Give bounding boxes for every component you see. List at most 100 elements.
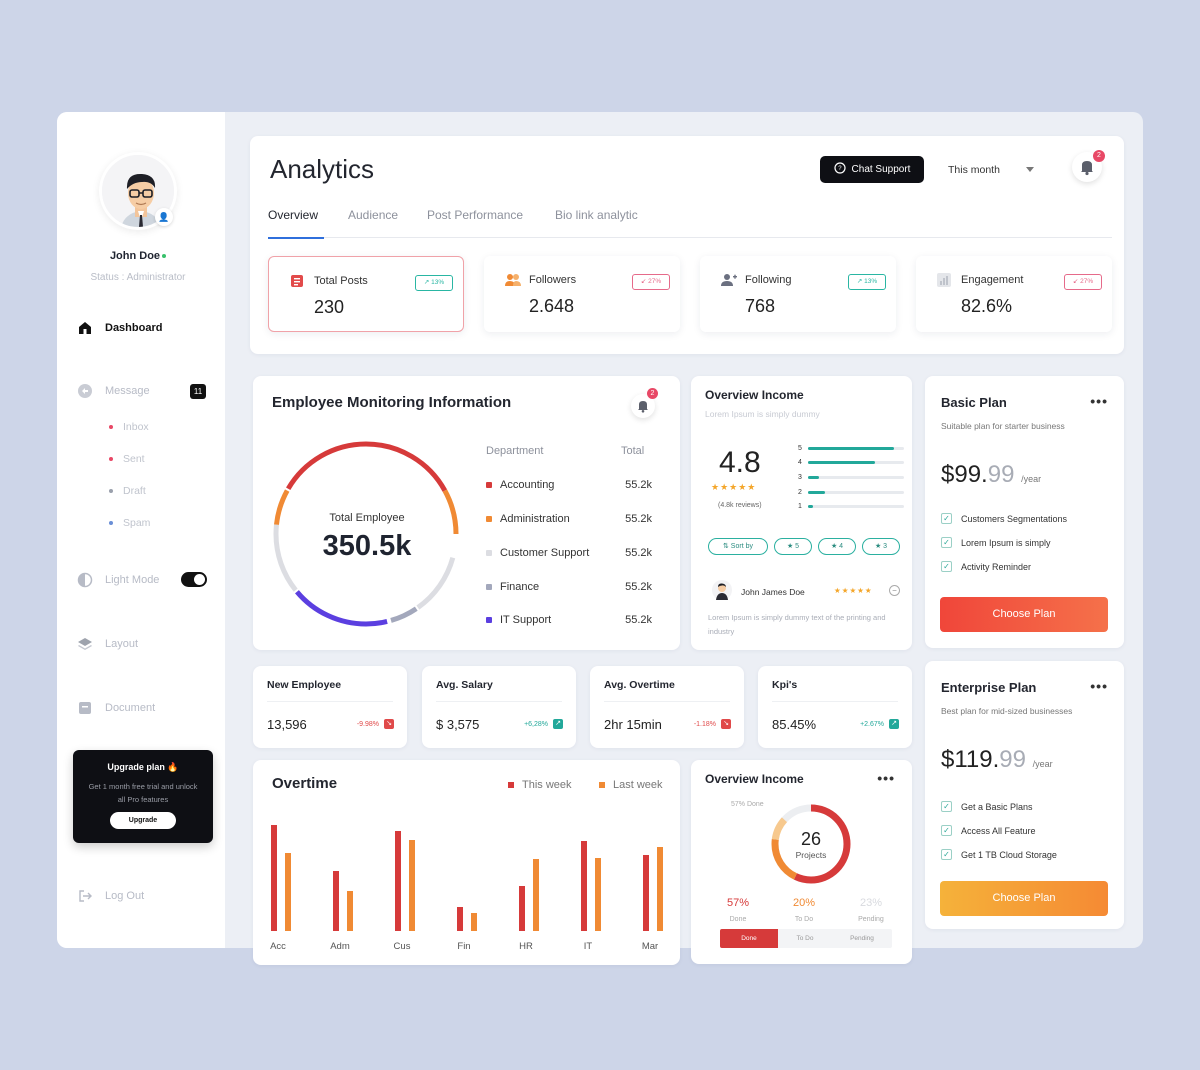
nav-sent[interactable]: Sent bbox=[109, 453, 145, 465]
x-tick-label: Cus bbox=[393, 941, 411, 952]
mini-stat-avg-salary: Avg. Salary $ 3,575 +6,28% ↗ bbox=[422, 666, 576, 748]
nav-logout[interactable]: Log Out bbox=[77, 888, 144, 904]
nav-dashboard[interactable]: Dashboard bbox=[77, 320, 162, 336]
logout-icon bbox=[77, 888, 93, 904]
bar-cus-this-week[interactable] bbox=[395, 831, 401, 931]
department-row: Accounting 55.2k bbox=[486, 479, 652, 491]
bar-cus-last-week[interactable] bbox=[409, 840, 415, 931]
check-icon: ✓ bbox=[941, 561, 952, 572]
pct-pending: 23% bbox=[859, 897, 883, 909]
nav-message[interactable]: Message bbox=[77, 383, 150, 399]
stat-change-badge: ↗ 13% bbox=[415, 275, 453, 291]
bar-fin-this-week[interactable] bbox=[457, 907, 463, 931]
segment-done[interactable]: Done bbox=[720, 929, 778, 948]
bar-hr-last-week[interactable] bbox=[533, 859, 539, 931]
projects-count: 26 bbox=[800, 829, 822, 849]
period-select[interactable]: This month bbox=[938, 156, 1050, 183]
bar-acc-this-week[interactable] bbox=[271, 825, 277, 931]
message-count-badge: 11 bbox=[190, 384, 206, 399]
bar-acc-last-week[interactable] bbox=[285, 853, 291, 931]
employee-title: Employee Monitoring Information bbox=[272, 394, 512, 411]
rating-bar-row: 3 bbox=[798, 474, 904, 481]
posts-icon bbox=[289, 273, 305, 289]
bar-mar-last-week[interactable] bbox=[657, 847, 663, 931]
stat-label: Followers bbox=[529, 274, 577, 286]
basic-choose-plan-button[interactable]: Choose Plan bbox=[940, 597, 1108, 632]
plan-feature: ✓ Access All Feature bbox=[941, 825, 1036, 836]
minus-circle-icon[interactable]: − bbox=[889, 585, 900, 596]
upgrade-button[interactable]: Upgrade bbox=[110, 812, 176, 829]
x-tick-label: Adm bbox=[330, 941, 350, 952]
bar-adm-this-week[interactable] bbox=[333, 871, 339, 931]
basic-plan-title: Basic Plan bbox=[941, 395, 1007, 410]
nav-document[interactable]: Document bbox=[77, 700, 155, 716]
department-name: IT Support bbox=[500, 614, 552, 626]
legend-last-week: Last week bbox=[599, 779, 663, 791]
overview-income-projects-card: Overview Income ••• 57% Done 26 Projects… bbox=[691, 760, 912, 964]
bar-adm-last-week[interactable] bbox=[347, 891, 353, 931]
nav-sent-label: Sent bbox=[123, 453, 145, 465]
more-options-icon[interactable]: ••• bbox=[1090, 678, 1108, 694]
nav-message-label: Message bbox=[105, 385, 150, 397]
check-icon: ✓ bbox=[941, 849, 952, 860]
employee-notification-badge: 2 bbox=[647, 388, 658, 399]
user-icon[interactable]: 👤 bbox=[155, 208, 173, 226]
filter-3-star-chip[interactable]: ★ 3 bbox=[862, 538, 900, 555]
pct-todo-label: To Do bbox=[794, 916, 814, 923]
stat-change-badge: ↙ 27% bbox=[1064, 274, 1102, 290]
bar-it-last-week[interactable] bbox=[595, 858, 601, 931]
stat-card-following[interactable]: Following 768 ↗ 13% bbox=[700, 256, 896, 332]
enterprise-choose-plan-button[interactable]: Choose Plan bbox=[940, 881, 1108, 916]
employee-monitoring-card: Employee Monitoring Information 2 Total … bbox=[253, 376, 680, 650]
mini-stat-title: Avg. Overtime bbox=[604, 679, 675, 691]
projects-donut-chart bbox=[771, 804, 851, 884]
bar-fin-last-week[interactable] bbox=[471, 913, 477, 931]
filter-5-star-chip[interactable]: ★ 5 bbox=[774, 538, 812, 555]
tab-bio-link-analytic[interactable]: Bio link analytic bbox=[555, 208, 638, 222]
legend-swatch bbox=[486, 482, 492, 488]
tab-overview[interactable]: Overview bbox=[268, 208, 324, 239]
divider bbox=[436, 701, 562, 702]
filter-4-star-chip[interactable]: ★ 4 bbox=[818, 538, 856, 555]
segment-pending[interactable]: Pending bbox=[832, 929, 892, 948]
stat-label: Total Posts bbox=[314, 275, 368, 287]
department-total: 55.2k bbox=[625, 581, 652, 593]
nav-dashboard-label: Dashboard bbox=[105, 322, 163, 334]
plan-feature: ✓ Customers Segmentations bbox=[941, 513, 1067, 524]
tab-post-performance[interactable]: Post Performance bbox=[427, 208, 524, 222]
nav-spam[interactable]: Spam bbox=[109, 517, 150, 529]
light-mode-toggle[interactable] bbox=[181, 572, 207, 587]
bar-it-this-week[interactable] bbox=[581, 841, 587, 931]
nav-light-mode[interactable]: Light Mode bbox=[77, 572, 159, 588]
document-icon bbox=[77, 700, 93, 716]
rating-bar-label: 2 bbox=[798, 489, 802, 496]
more-options-icon[interactable]: ••• bbox=[1090, 393, 1108, 409]
stat-card-followers[interactable]: Followers 2.648 ↙ 27% bbox=[484, 256, 680, 332]
stat-card-total-posts[interactable]: Total Posts 230 ↗ 13% bbox=[268, 256, 464, 332]
donut-seg-it-support bbox=[273, 441, 459, 627]
check-icon: ✓ bbox=[941, 825, 952, 836]
chat-support-button[interactable]: ? Chat Support bbox=[820, 156, 924, 183]
donut-seg-done bbox=[771, 804, 851, 884]
nav-spam-label: Spam bbox=[123, 517, 151, 529]
sort-by-chip[interactable]: ⇅ Sort by bbox=[708, 538, 768, 555]
overview-income-title: Overview Income bbox=[705, 388, 804, 402]
rating-bar-label: 1 bbox=[798, 503, 802, 510]
rating-bar-track bbox=[807, 505, 904, 508]
department-header: Department bbox=[486, 445, 544, 457]
nav-inbox[interactable]: Inbox bbox=[109, 421, 149, 433]
nav-draft[interactable]: Draft bbox=[109, 485, 146, 497]
bar-hr-this-week[interactable] bbox=[519, 886, 525, 931]
upgrade-title: Upgrade plan 🔥 bbox=[107, 762, 179, 772]
nav-layout-label: Layout bbox=[105, 638, 139, 650]
more-options-icon[interactable]: ••• bbox=[877, 770, 895, 786]
svg-text:?: ? bbox=[838, 166, 842, 172]
bar-mar-this-week[interactable] bbox=[643, 855, 649, 931]
rating-bar-label: 3 bbox=[798, 474, 802, 481]
rating-bar-fill bbox=[807, 505, 813, 508]
department-name: Customer Support bbox=[500, 547, 590, 559]
tab-audience[interactable]: Audience bbox=[348, 208, 399, 222]
nav-layout[interactable]: Layout bbox=[77, 636, 138, 652]
stat-card-engagement[interactable]: Engagement 82.6% ↙ 27% bbox=[916, 256, 1112, 332]
segment-todo[interactable]: To Do bbox=[778, 929, 832, 948]
